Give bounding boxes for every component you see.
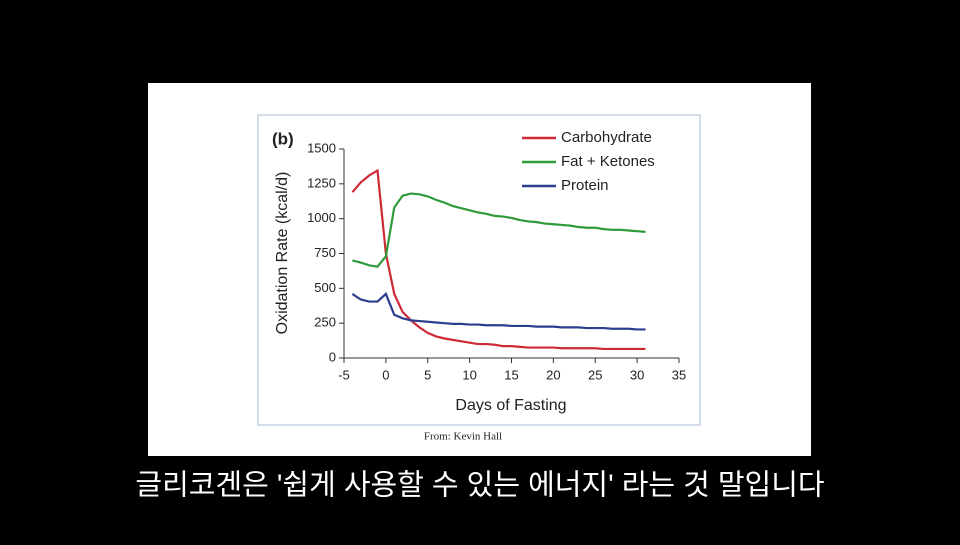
source: From: Kevin Hall bbox=[424, 431, 502, 443]
y-tick-label: 1250 bbox=[307, 175, 336, 190]
x-tick-label: 5 bbox=[424, 367, 431, 382]
x-tick-label: 30 bbox=[630, 367, 644, 382]
legend-label: Protein bbox=[561, 177, 609, 194]
x-tick-label: 15 bbox=[504, 367, 518, 382]
y-tick-label: 750 bbox=[314, 245, 336, 260]
y-tick-label: 1000 bbox=[307, 210, 336, 225]
x-tick-label: 35 bbox=[672, 367, 686, 382]
legend-label: Fat + Ketones bbox=[561, 153, 655, 170]
panel-label: (b) bbox=[272, 129, 294, 148]
x-tick-label: 10 bbox=[462, 367, 476, 382]
figure-frame bbox=[257, 114, 701, 426]
x-tick-label: 25 bbox=[588, 367, 602, 382]
y-tick-label: 1500 bbox=[307, 140, 336, 155]
caption: 글리코겐은 '쉽게 사용할 수 있는 에너지' 라는 것 말입니다 bbox=[135, 469, 824, 502]
x-tick-label: -5 bbox=[338, 367, 350, 382]
x-tick-label: 20 bbox=[546, 367, 560, 382]
series-line bbox=[352, 192, 646, 268]
legend-label: Carbohydrate bbox=[561, 129, 652, 146]
x-tick-label: 0 bbox=[382, 367, 389, 382]
series-line bbox=[351, 292, 646, 331]
x-axis-label: Days of Fasting bbox=[455, 397, 566, 414]
series-line bbox=[351, 168, 646, 351]
y-tick-label: 0 bbox=[329, 349, 336, 364]
y-axis-label: Oxidation Rate (kcal/d) bbox=[274, 172, 291, 335]
y-tick-label: 500 bbox=[314, 280, 336, 295]
y-tick-label: 250 bbox=[314, 315, 336, 330]
